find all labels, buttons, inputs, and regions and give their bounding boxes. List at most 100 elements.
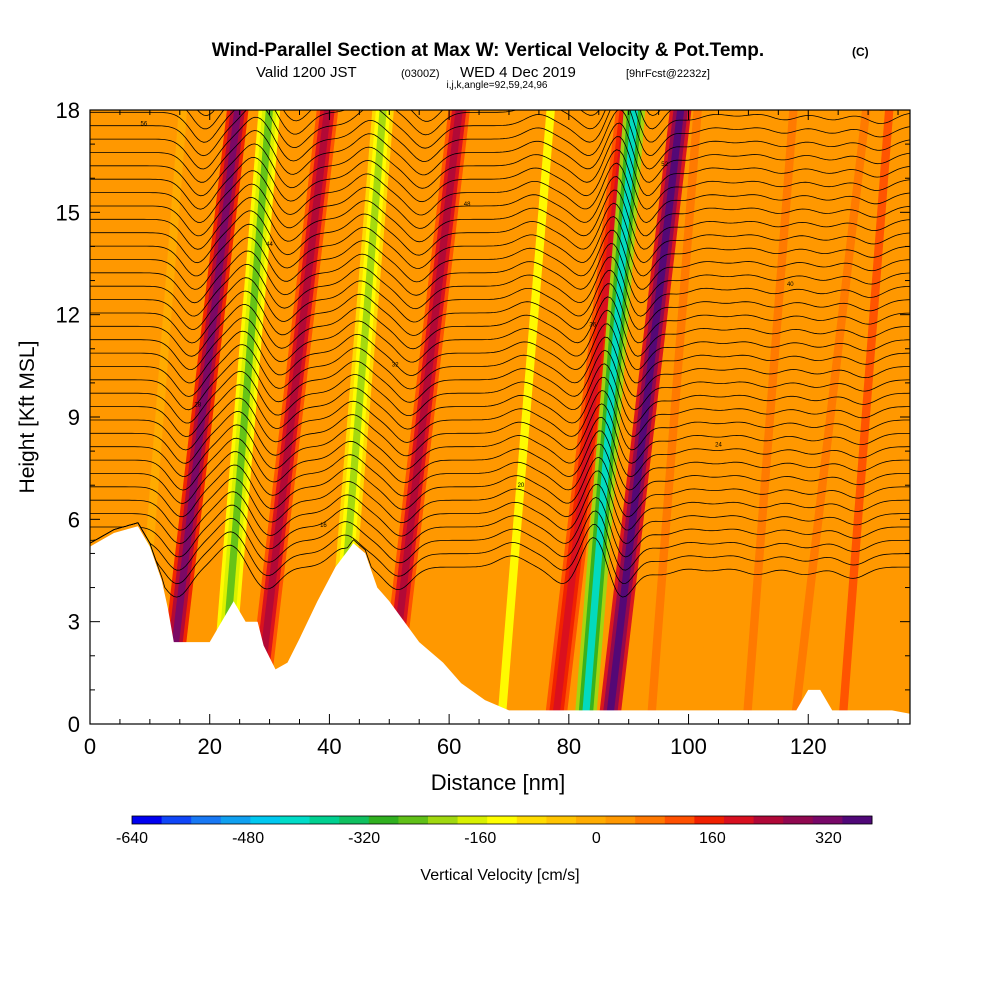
colorbar-tick-labels: -640 -480 -320 -160 0 160 320 <box>116 830 842 847</box>
isentrope-22 <box>90 242 910 304</box>
colorbar-swatch <box>161 816 192 824</box>
colorbar-swatch <box>339 816 370 824</box>
colorbar-swatch <box>309 816 340 824</box>
velocity-band-updraft-1 <box>162 110 242 724</box>
colorbar-label: Vertical Velocity [cm/s] <box>420 867 579 884</box>
isentrope-0 <box>90 522 910 598</box>
colorbar-tick-label: -480 <box>232 830 264 847</box>
isentrope-21 <box>90 256 910 317</box>
y-tick-label: 15 <box>56 200 80 225</box>
velocity-band-updraft-10 <box>646 110 702 724</box>
colorbar-swatch <box>368 816 399 824</box>
velocity-band-updraft-14 <box>838 110 894 724</box>
isentrope-33 <box>90 110 910 157</box>
x-tick-label: 20 <box>197 734 221 759</box>
colorbar-swatch <box>664 816 695 824</box>
contour-label: 40 <box>787 282 794 288</box>
colorbar-tick-label: -640 <box>116 830 148 847</box>
x-tick-label: 100 <box>670 734 707 759</box>
isentrope-4 <box>90 483 910 545</box>
isentrope-32 <box>90 110 910 170</box>
isentrope-7 <box>90 443 910 504</box>
x-tick-label: 0 <box>84 734 96 759</box>
isentrope-12 <box>90 377 910 438</box>
colorbar-swatch <box>635 816 666 824</box>
isentrope-15 <box>90 336 910 397</box>
velocity-band-updraft-7 <box>551 110 631 724</box>
contour-label: 48 <box>464 202 471 208</box>
colorbar-swatch <box>280 816 311 824</box>
colorbar-swatch <box>783 816 814 824</box>
x-tick-label: 40 <box>317 734 341 759</box>
contour-label: 44 <box>266 242 273 248</box>
velocity-band-downdraft-2 <box>216 110 273 724</box>
colorbar-swatch <box>576 816 607 824</box>
isentrope-25 <box>90 202 910 264</box>
isentrope-26 <box>90 189 910 250</box>
isentrope-20 <box>90 269 910 330</box>
x-axis-label: Distance [nm] <box>431 770 566 795</box>
velocity-band-updraft-12 <box>742 110 798 724</box>
colorbar-swatch <box>220 816 251 824</box>
y-tick-label: 12 <box>56 303 80 328</box>
isentrope-5 <box>90 470 910 531</box>
colorbar-tick-label: 320 <box>815 830 842 847</box>
contour-label: 56 <box>141 122 148 128</box>
colorbar-frame <box>131 815 873 825</box>
x-tick-label: 60 <box>437 734 461 759</box>
y-tick-label: 9 <box>68 405 80 430</box>
isentrope-18 <box>90 296 910 357</box>
y-tick-label: 0 <box>68 712 80 737</box>
y-tick-label: 3 <box>68 610 80 635</box>
plot-area: 12162024283236404448525660 <box>90 110 910 724</box>
colorbar-swatch <box>457 816 488 824</box>
chart-title: Wind-Parallel Section at Max W: Vertical… <box>212 40 764 61</box>
contour-label: 52 <box>661 162 668 168</box>
valid-time-utc: (0300Z) <box>401 68 440 80</box>
colorbar-swatch <box>812 816 843 824</box>
colorbar-swatch <box>428 816 459 824</box>
isentrope-17 <box>90 309 910 371</box>
colorbar-swatch <box>132 816 163 824</box>
y-tick-label: 6 <box>68 507 80 532</box>
contour-label: 36 <box>589 322 596 328</box>
isentrope-2 <box>90 510 910 571</box>
isentrope-19 <box>90 283 910 344</box>
colorbar-swatch <box>753 816 784 824</box>
velocity-band-updraft-3 <box>252 110 332 724</box>
isentrope-28 <box>90 162 910 224</box>
x-tick-label: 120 <box>790 734 827 759</box>
colorbar-tick-label: -160 <box>464 830 496 847</box>
colorbar-swatch <box>842 816 873 824</box>
colorbar-swatch <box>605 816 636 824</box>
contour-label: 20 <box>518 483 525 489</box>
potential-temperature-contours <box>90 110 910 598</box>
colorbar-swatch <box>694 816 725 824</box>
colorbar-swatch <box>516 816 547 824</box>
isentrope-27 <box>90 176 910 237</box>
x-tick-label: 80 <box>557 734 581 759</box>
isentrope-29 <box>90 149 910 210</box>
grid-indices: i,j,k,angle=92,59,24,96 <box>447 80 548 91</box>
isentrope-34 <box>90 110 910 143</box>
velocity-band-updraft-5 <box>383 110 463 724</box>
forecast-info: [9hrFcst@2232z] <box>626 68 710 80</box>
y-tick-label: 18 <box>56 98 80 123</box>
contour-label: 28 <box>194 403 201 409</box>
isentrope-10 <box>90 403 910 464</box>
contour-label: 24 <box>715 443 722 449</box>
colorbar-tick-label: -320 <box>348 830 380 847</box>
contour-label: 16 <box>320 523 327 529</box>
x-axis: 0 20 40 60 80 100 120 <box>84 110 899 759</box>
isentrope-24 <box>90 216 910 277</box>
colorbar-swatch <box>724 816 755 824</box>
isentrope-11 <box>90 390 910 451</box>
isentrope-8 <box>90 430 910 491</box>
isentrope-13 <box>90 363 910 424</box>
colorbar-swatch <box>191 816 222 824</box>
velocity-band-updraft-9 <box>605 110 685 724</box>
valid-date: WED 4 Dec 2019 <box>460 64 576 81</box>
colorbar-swatch <box>398 816 429 824</box>
